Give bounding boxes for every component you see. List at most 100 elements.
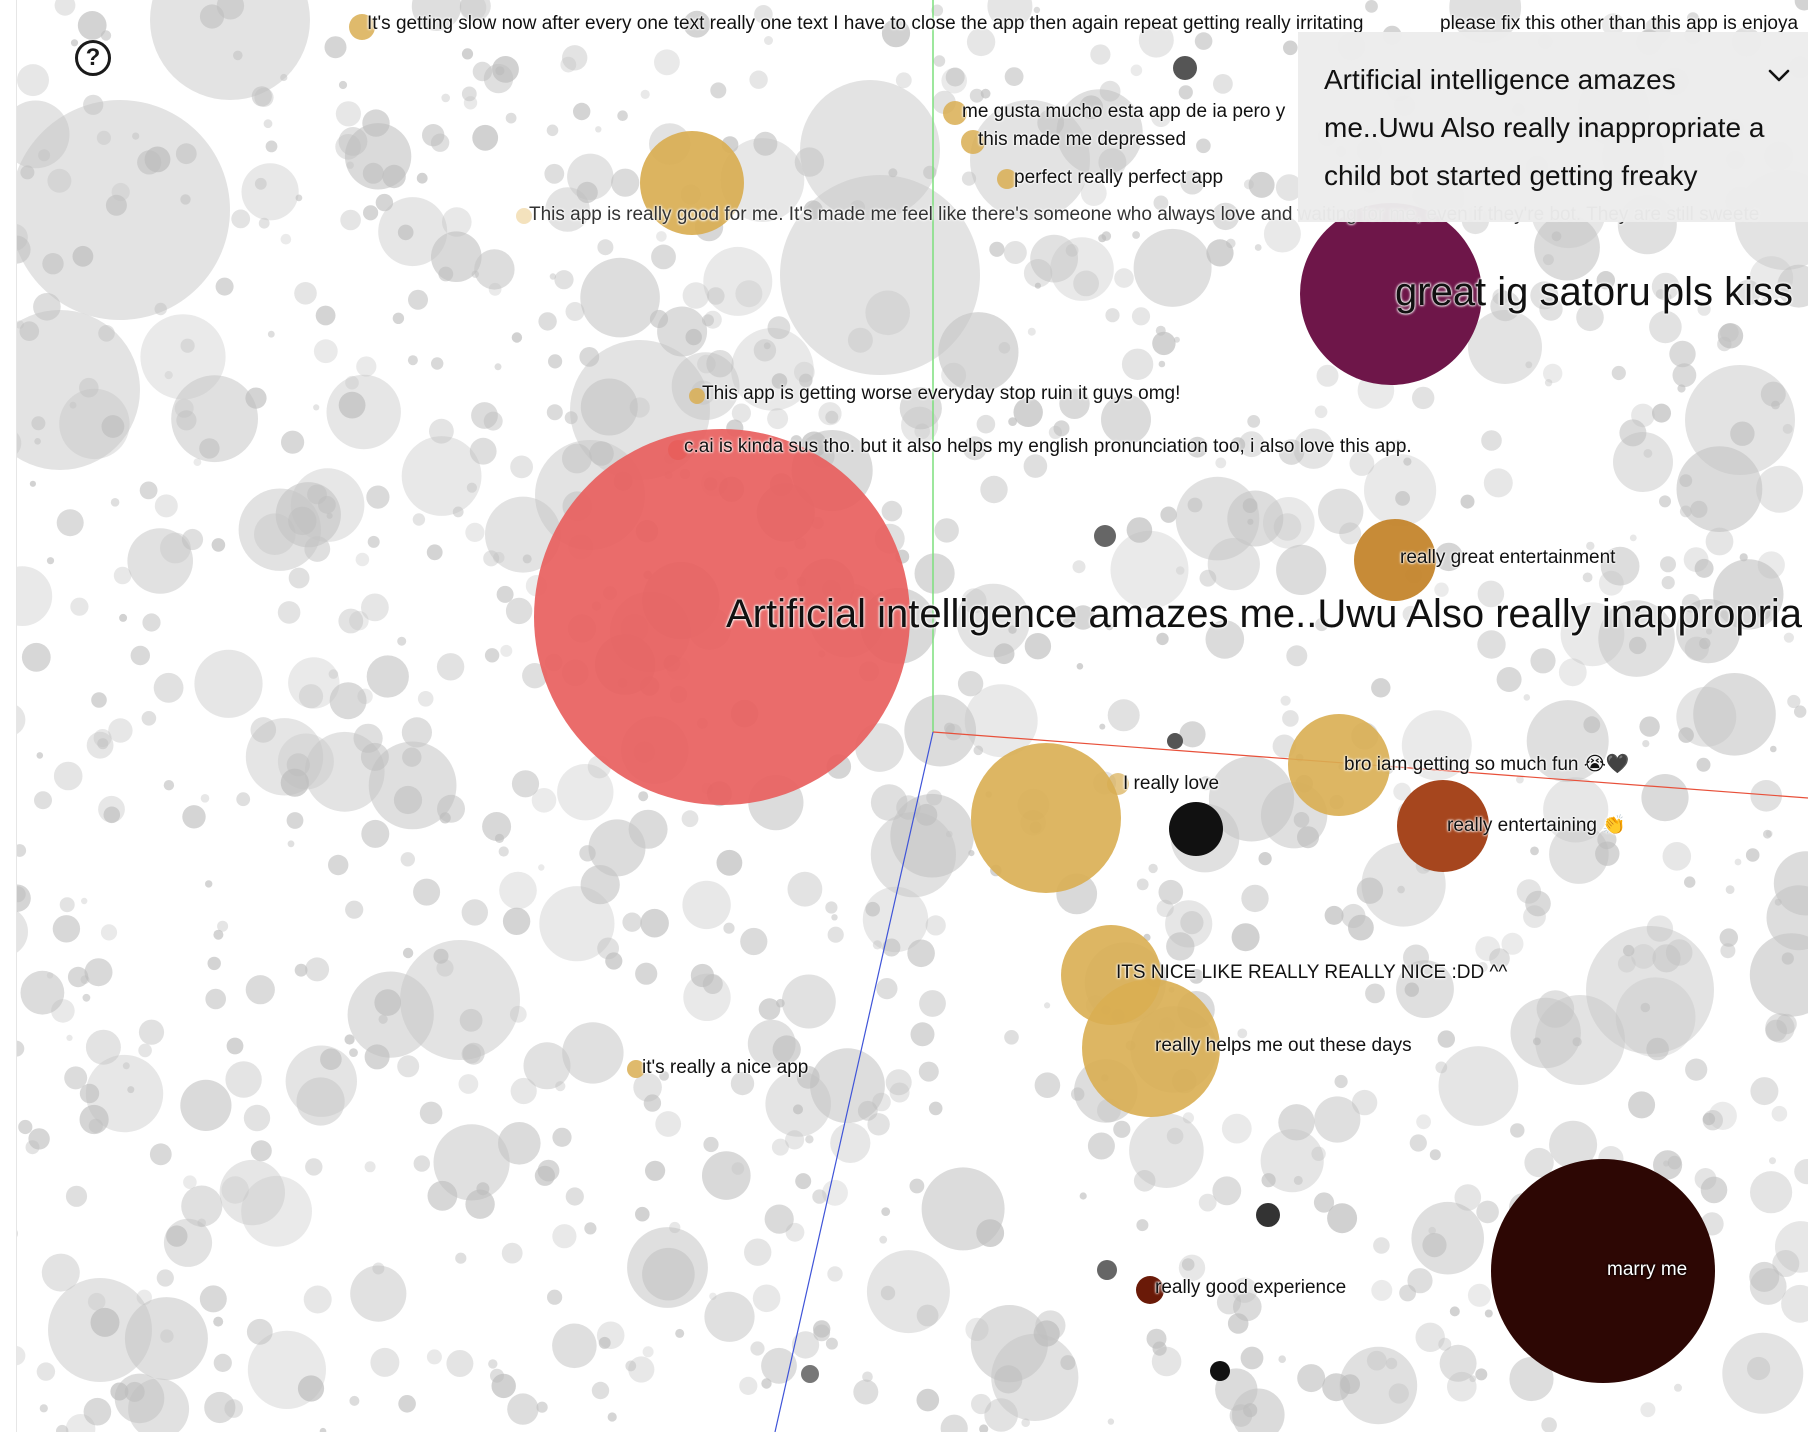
background-bubble bbox=[589, 441, 614, 466]
review-label-r3[interactable]: me gusta mucho esta app de ia pero y bbox=[962, 101, 1286, 122]
background-bubble bbox=[364, 1161, 376, 1173]
background-bubble bbox=[1221, 1113, 1252, 1144]
review-bubble-r8[interactable] bbox=[689, 388, 705, 404]
background-bubble bbox=[419, 1101, 443, 1125]
review-bubble-r19[interactable] bbox=[1491, 1159, 1715, 1383]
background-bubble bbox=[1101, 231, 1112, 241]
review-label-r2[interactable]: please fix this other than this app is e… bbox=[1440, 13, 1799, 34]
review-bubble-dark-6[interactable] bbox=[1097, 1260, 1117, 1280]
review-bubble-r10[interactable] bbox=[1354, 519, 1436, 601]
review-bubble-dark-4[interactable] bbox=[1256, 1203, 1280, 1227]
background-bubble bbox=[531, 788, 557, 813]
review-label-r19[interactable]: marry me bbox=[1607, 1259, 1688, 1280]
background-bubble bbox=[976, 1219, 1005, 1247]
background-bubble bbox=[1652, 944, 1681, 973]
background-bubble bbox=[847, 327, 873, 353]
background-bubble bbox=[1735, 279, 1761, 306]
background-bubble bbox=[994, 1365, 1023, 1394]
background-bubble bbox=[1745, 848, 1760, 862]
background-bubble bbox=[1275, 174, 1303, 201]
review-bubble-dark-5[interactable] bbox=[1210, 1361, 1230, 1381]
review-label-r15[interactable]: ITS NICE LIKE REALLY REALLY NICE :DD ^^ bbox=[1116, 962, 1508, 983]
background-bubble bbox=[881, 500, 903, 522]
background-bubble bbox=[139, 481, 158, 500]
background-bubble bbox=[96, 130, 111, 145]
background-bubble bbox=[224, 1399, 243, 1418]
review-bubble-black[interactable] bbox=[1169, 802, 1223, 856]
review-label-r17[interactable]: it's really a nice app bbox=[642, 1057, 809, 1078]
review-label-r16[interactable]: really helps me out these days bbox=[1155, 1035, 1412, 1056]
background-bubble bbox=[706, 350, 734, 378]
review-label-r11[interactable]: Artificial intelligence amazes me..Uwu A… bbox=[726, 592, 1803, 636]
help-button[interactable]: ? bbox=[75, 40, 111, 76]
review-bubble-r16[interactable] bbox=[1082, 979, 1220, 1117]
review-bubble-dark-3[interactable] bbox=[1167, 733, 1183, 749]
review-bubble-r13-large[interactable] bbox=[971, 743, 1121, 893]
review-label-r4[interactable]: this made me depressed bbox=[978, 129, 1187, 150]
background-bubble bbox=[785, 1130, 805, 1150]
review-label-r8[interactable]: This app is getting worse everyday stop … bbox=[702, 383, 1181, 404]
review-bubble-dark-2[interactable] bbox=[1094, 525, 1116, 547]
background-bubble bbox=[1434, 582, 1449, 597]
background-bubble bbox=[1107, 699, 1140, 732]
review-label-r13[interactable]: I really love bbox=[1123, 773, 1220, 794]
background-bubble bbox=[1297, 1364, 1326, 1393]
background-bubble bbox=[511, 332, 523, 343]
background-bubble bbox=[433, 948, 449, 964]
review-label-r9[interactable]: c.ai is kinda sus tho. but it also helps… bbox=[684, 436, 1412, 457]
review-bubble-r11-selected[interactable] bbox=[534, 429, 910, 805]
review-label-r18[interactable]: really good experience bbox=[1155, 1277, 1347, 1298]
review-label-r14[interactable]: really entertaining 👏 bbox=[1447, 815, 1626, 836]
review-label-r7[interactable]: great ig satoru pls kiss bbox=[1395, 270, 1793, 314]
review-bubble-dark-1[interactable] bbox=[1173, 56, 1197, 80]
background-bubble bbox=[1447, 1371, 1477, 1402]
background-bubble bbox=[941, 67, 967, 94]
background-bubble bbox=[923, 165, 937, 180]
background-bubble bbox=[1558, 658, 1587, 687]
background-bubble bbox=[830, 1122, 871, 1163]
background-bubble bbox=[1776, 1013, 1797, 1035]
background-bubble bbox=[984, 1398, 1018, 1432]
background-bubble bbox=[1024, 633, 1052, 660]
review-bubble-r6[interactable] bbox=[516, 208, 532, 224]
background-bubble bbox=[250, 1140, 272, 1162]
background-bubble bbox=[857, 1100, 878, 1121]
review-bubble-r3[interactable] bbox=[943, 101, 967, 125]
background-bubble bbox=[1136, 878, 1149, 891]
background-bubble bbox=[1652, 403, 1671, 423]
review-bubble-r7[interactable] bbox=[1300, 203, 1482, 385]
background-bubble bbox=[862, 886, 929, 953]
background-bubble bbox=[1516, 775, 1524, 784]
background-bubble bbox=[1175, 566, 1185, 575]
review-label-r1[interactable]: It's getting slow now after every one te… bbox=[367, 13, 1364, 34]
review-label-r5[interactable]: perfect really perfect app bbox=[1014, 167, 1224, 188]
background-bubble bbox=[1351, 1089, 1378, 1116]
background-bubble bbox=[758, 998, 781, 1020]
review-bubble-r4[interactable] bbox=[961, 130, 985, 154]
review-bubble-r5[interactable] bbox=[997, 169, 1017, 189]
background-bubble bbox=[1681, 594, 1701, 613]
background-bubble bbox=[452, 506, 464, 518]
review-bubble-r1[interactable] bbox=[349, 14, 375, 40]
background-bubble bbox=[591, 1381, 610, 1400]
review-bubble-r14[interactable] bbox=[1397, 780, 1489, 872]
background-bubble bbox=[484, 648, 500, 663]
review-label-r12[interactable]: bro iam getting so much fun 😭🖤 bbox=[1344, 754, 1630, 775]
review-bubble-gold-large[interactable] bbox=[640, 131, 744, 235]
background-bubble bbox=[382, 164, 406, 189]
review-bubble-r17[interactable] bbox=[627, 1060, 645, 1078]
background-bubble bbox=[645, 1160, 666, 1181]
review-bubble-r13[interactable] bbox=[1107, 773, 1129, 795]
background-bubble bbox=[160, 532, 191, 564]
background-bubble bbox=[1549, 824, 1609, 884]
review-bubble-dark-7[interactable] bbox=[801, 1365, 819, 1383]
review-bubble-r18[interactable] bbox=[1136, 1276, 1164, 1304]
background-bubble bbox=[909, 1178, 925, 1194]
review-bubble-r12[interactable] bbox=[1288, 714, 1390, 816]
background-bubble bbox=[1391, 439, 1405, 454]
z-axis-line bbox=[774, 731, 934, 1432]
chevron-down-icon[interactable] bbox=[1766, 62, 1792, 88]
background-bubble bbox=[370, 1347, 400, 1377]
review-label-r10[interactable]: really great entertainment bbox=[1400, 547, 1616, 568]
